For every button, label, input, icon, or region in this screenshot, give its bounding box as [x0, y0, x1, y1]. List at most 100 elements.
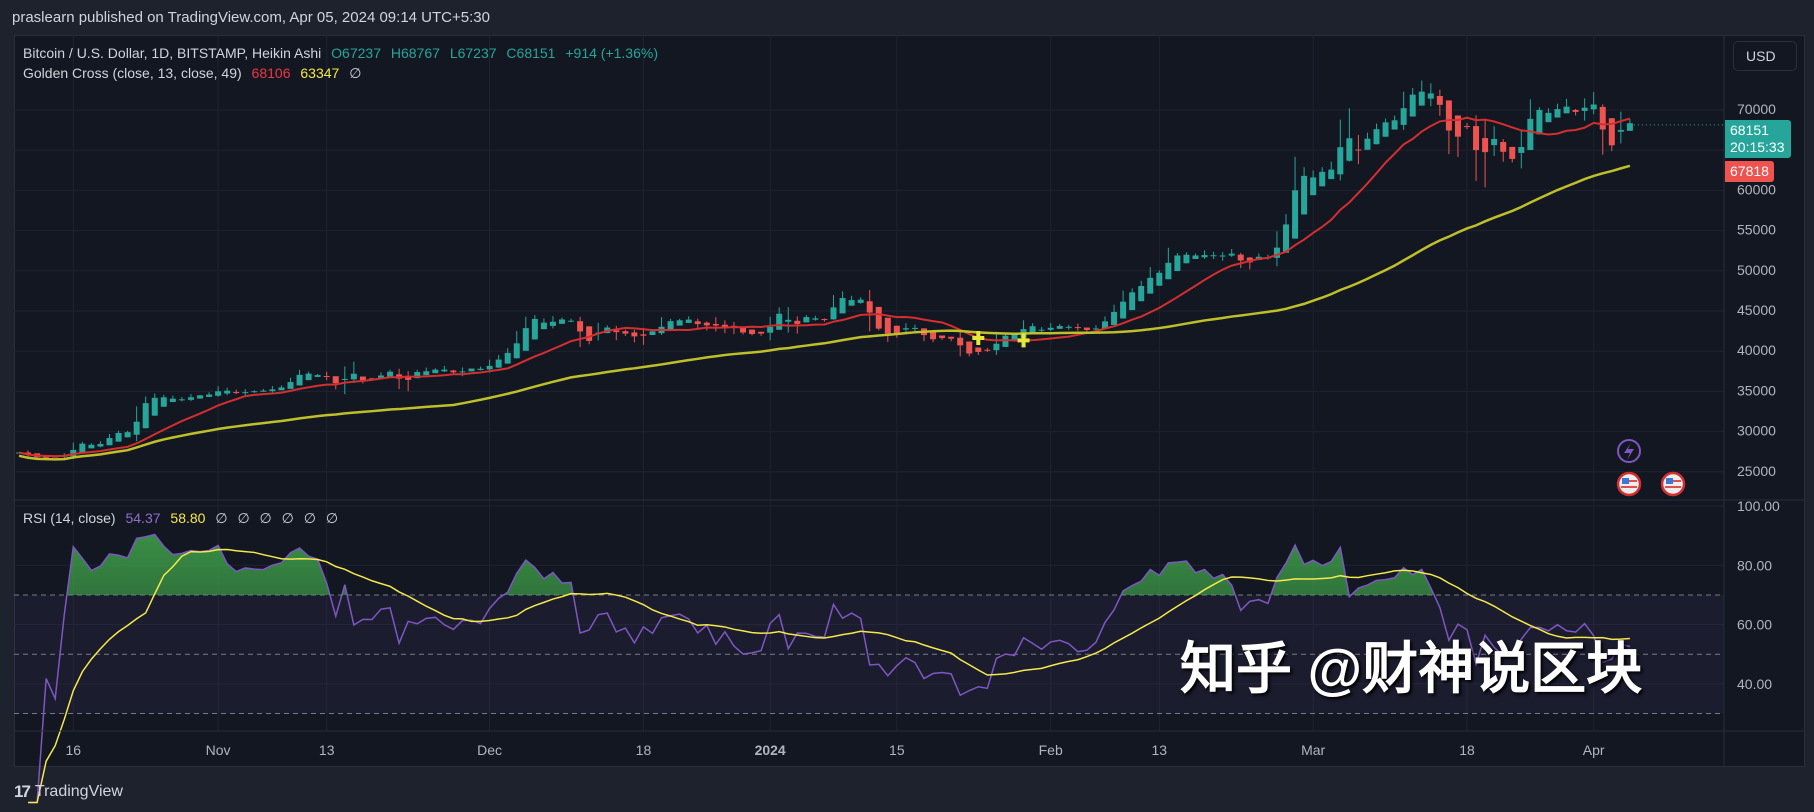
time-axis-label: Mar: [1301, 742, 1325, 758]
candle-body: [1337, 147, 1344, 175]
candle-body: [1092, 328, 1099, 330]
candle-body: [513, 343, 520, 359]
candle-body: [323, 375, 330, 377]
candle-body: [1038, 329, 1045, 331]
time-axis-label: 13: [319, 742, 335, 758]
candle-body: [957, 337, 964, 346]
candle-body: [1120, 301, 1127, 319]
time-axis-label: 2024: [755, 742, 786, 758]
footer-brand[interactable]: 17 TradingView: [14, 782, 123, 802]
candle-body: [1409, 94, 1416, 117]
candle-body: [640, 334, 647, 336]
chart-frame[interactable]: [14, 35, 1805, 767]
candle-body: [1011, 334, 1018, 342]
candle-body: [767, 326, 774, 333]
candle-body: [368, 378, 375, 380]
currency-button[interactable]: USD: [1733, 41, 1797, 71]
lightning-glyph-icon: [1624, 443, 1634, 460]
rsi-legend[interactable]: RSI (14, close) 54.37 58.80 ∅ ∅ ∅ ∅ ∅ ∅: [23, 510, 344, 527]
us-flag-stripes-icon: [1621, 480, 1637, 488]
candle-body: [1083, 327, 1090, 330]
price-axis-label: 60000: [1737, 181, 1776, 197]
candle-body: [866, 301, 873, 313]
candle-body: [1165, 262, 1172, 280]
candle-body: [350, 373, 357, 380]
candle-body: [1572, 109, 1579, 112]
low-value: L67237: [449, 45, 497, 61]
candle-body: [1156, 272, 1163, 286]
candle-body: [939, 335, 946, 339]
last-price-value: 68151: [1730, 122, 1769, 138]
rsi-title: RSI (14, close): [23, 510, 116, 526]
candle-body: [776, 313, 783, 330]
candle-body: [1219, 255, 1226, 257]
candle-body: [1328, 169, 1335, 180]
candle-body: [414, 372, 421, 379]
candle-body: [1102, 321, 1108, 329]
candle-body: [1210, 255, 1217, 257]
rsi-line: [28, 533, 1631, 804]
candle-body: [613, 330, 620, 333]
candle-body: [495, 359, 502, 368]
candle-body: [884, 317, 891, 334]
price-axis-label: 25000: [1737, 463, 1776, 479]
candle-body: [296, 374, 303, 386]
candle-body: [1029, 326, 1036, 334]
candle-body: [332, 376, 339, 384]
candle-body: [1454, 115, 1461, 137]
candle-body: [1527, 118, 1534, 150]
axes: 25000 30000 35000 40000 45000 50000 55000 60000…: [14, 35, 1805, 767]
candle-body: [124, 432, 131, 438]
candle-body: [975, 347, 982, 352]
grid-lines: [14, 35, 1724, 731]
candle-body: [305, 373, 312, 381]
time-axis-label: Nov: [206, 742, 231, 758]
candle-body: [1292, 190, 1299, 239]
candle-body: [568, 320, 575, 322]
candle-body: [224, 390, 231, 394]
candle-body: [133, 421, 140, 435]
candle-body: [911, 327, 918, 329]
candle-body: [549, 321, 556, 326]
candle-body: [1301, 175, 1308, 215]
candle-body: [197, 395, 203, 399]
candle-body: [233, 392, 240, 394]
candle-body: [359, 376, 366, 381]
candle-body: [215, 391, 222, 396]
candle-body: [522, 328, 529, 351]
candle-body: [930, 331, 937, 340]
candle-body: [749, 329, 756, 334]
us-flag-canton-icon: [1666, 478, 1673, 484]
candle-body: [1237, 254, 1244, 261]
fast-sma-value: 68106: [251, 65, 291, 81]
rsi-ma-value: 58.80: [170, 510, 206, 526]
candle-body: [1545, 112, 1552, 123]
candle-body: [260, 390, 267, 392]
rsi-axis-label: 60.00: [1737, 617, 1772, 633]
candle-body: [1138, 286, 1145, 302]
price-axis-label: 40000: [1737, 342, 1776, 358]
candle-body: [278, 387, 285, 391]
candle-body: [115, 432, 122, 442]
candle-body: [1491, 138, 1498, 146]
time-axis-label: 18: [636, 742, 652, 758]
symbol-legend[interactable]: Bitcoin / U.S. Dollar, 1D, BITSTAMP, Hei…: [23, 45, 664, 61]
candle-body: [902, 328, 909, 330]
golden-cross-legend[interactable]: Golden Cross (close, 13, close, 49) 6810…: [23, 65, 367, 82]
candle-body: [1626, 123, 1633, 131]
candle-body: [794, 320, 801, 324]
candle-body: [586, 326, 593, 341]
candle-body: [178, 399, 185, 401]
candle-body: [1183, 254, 1190, 264]
candle-body: [378, 375, 384, 379]
close-value: C68151: [506, 45, 556, 61]
candle-body: [1373, 129, 1380, 145]
candle-body: [423, 371, 430, 376]
candle-body: [70, 449, 77, 457]
candle-body: [1147, 277, 1154, 294]
price-axis-label: 70000: [1737, 101, 1776, 117]
moving-averages: [18, 116, 1724, 461]
candle-body: [649, 331, 656, 336]
candle-body: [577, 321, 584, 332]
